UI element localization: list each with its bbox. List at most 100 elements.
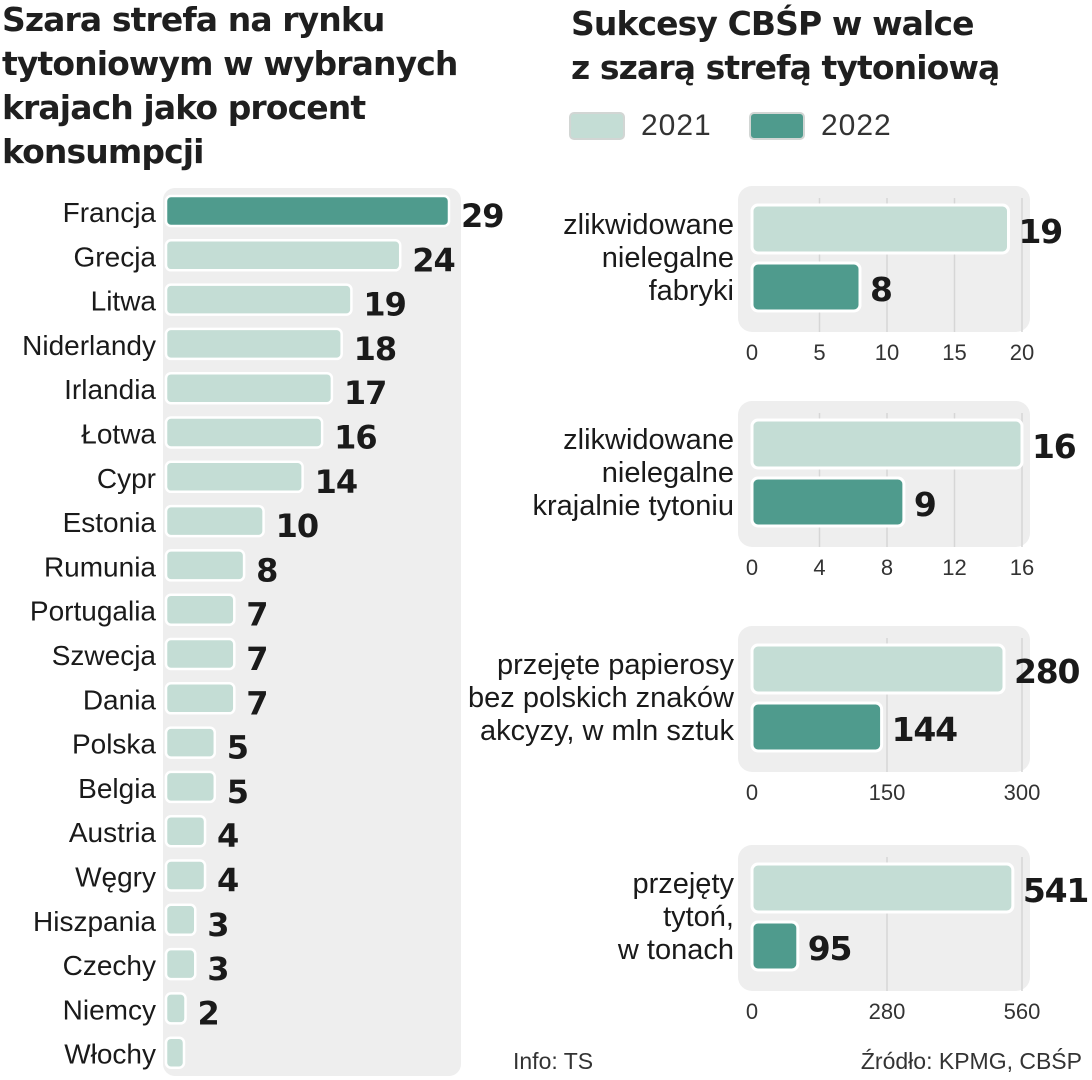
country-label-niemcy: Niemcy [63, 994, 156, 1025]
country-chart-panel [163, 188, 461, 1076]
panel-factories-label: zlikwidowane nielegalne fabryki [563, 209, 734, 307]
country-value-belgia: 5 [227, 773, 248, 811]
panel-factories: 0 5 10 15 20 zlikwidowane nielegalne fabryki 19 8 [563, 186, 1063, 365]
country-value-portugalia: 7 [246, 596, 267, 634]
country-label-austria: Austria [69, 817, 157, 848]
country-bar-francja [164, 194, 451, 228]
panel-cutting-plants-bar-2021 [750, 418, 1024, 470]
country-label-francja: Francja [63, 197, 157, 228]
country-value-szwecja: 7 [246, 640, 267, 678]
country-bar-cypr [164, 460, 304, 494]
country-value-czechy: 3 [207, 950, 228, 988]
panel-tobacco-bar-2022 [750, 920, 800, 972]
panel-cigarettes-tick-label: 150 [869, 780, 906, 805]
country-chart: Francja 29 Grecja 2 4 Litwa 19 Niderlandy 18 Irla… [22, 188, 505, 1076]
panel-cutting-plants-tick-label: 16 [1010, 555, 1034, 580]
source-credit: Źródło: KPMG, CBŚP [860, 1048, 1082, 1074]
country-value-litwa: 19 [363, 286, 406, 324]
info-credit: Info: TS [513, 1048, 594, 1074]
country-value-francja: 29 [461, 197, 504, 235]
panel-factories-value-2022: 8 [870, 270, 892, 309]
country-value-niemcy: 2 [198, 994, 219, 1032]
panel-cigarettes-value-2022: 144 [892, 710, 958, 749]
legend-label-2022: 2022 [821, 109, 892, 142]
country-label-wegry: Węgry [75, 862, 156, 893]
country-value-lotwa: 16 [334, 419, 377, 457]
country-label-dania: Dania [83, 684, 157, 715]
country-value-austria: 4 [217, 817, 238, 855]
country-label-estonia: Estonia [63, 507, 157, 538]
panel-tobacco-tick-label: 0 [746, 999, 758, 1024]
panel-cigarettes-value-2021: 280 [1014, 652, 1080, 691]
country-value-rumunia: 8 [256, 551, 277, 589]
panel-factories-value-2021: 19 [1019, 212, 1063, 251]
country-label-polska: Polska [72, 729, 156, 760]
panel-factories-tick-label: 5 [813, 340, 825, 365]
country-value-hiszpania: 3 [207, 906, 228, 944]
panel-tobacco-label: przejęty tytoń, w tonach [617, 868, 735, 966]
panel-tobacco-tick-label: 280 [869, 999, 906, 1024]
country-label-grecja: Grecja [74, 241, 157, 272]
right-chart-title: Sukcesy CBŚP w walce z szarą strefą tyto… [571, 4, 1000, 87]
country-bar-szwecja [164, 637, 236, 671]
country-value-dania: 7 [246, 684, 267, 722]
country-bar-belgia [164, 770, 217, 804]
country-bar-dania [164, 682, 236, 715]
panel-factories-tick-label: 0 [746, 340, 758, 365]
panel-factories-tick-label: 15 [942, 340, 966, 365]
panel-factories-tick-label: 10 [875, 340, 899, 365]
country-bar-rumunia [164, 549, 246, 582]
country-label-belgia: Belgia [78, 773, 156, 804]
country-label-czechy: Czechy [63, 950, 156, 981]
panel-cutting-plants: 0 4 8 12 16 zlikwidowane nielegalne krajalnie t… [533, 401, 1077, 580]
country-label-litwa: Litwa [91, 286, 157, 317]
country-bar-lotwa [164, 416, 324, 449]
country-label-cypr: Cypr [97, 463, 156, 494]
country-bar-niderlandy [164, 327, 343, 361]
legend-swatch-2021 [569, 112, 625, 140]
country-bar-austria [164, 814, 207, 848]
country-bar-grecja [164, 239, 402, 272]
country-bar-wlochy [164, 1036, 186, 1069]
country-label-portugalia: Portugalia [30, 596, 157, 627]
country-value-polska: 5 [227, 729, 248, 767]
panel-factories-tick-label: 20 [1010, 340, 1034, 365]
panel-cutting-plants-tick-label: 0 [746, 555, 758, 580]
panel-cutting-plants-tick-label: 4 [813, 555, 825, 580]
country-label-lotwa: Łotwa [81, 419, 156, 450]
panel-cigarettes-label: przejęte papierosy bez polskich znaków akc… [468, 649, 735, 747]
country-label-niderlandy: Niderlandy [22, 330, 156, 361]
panel-cutting-plants-value-2021: 16 [1032, 427, 1076, 466]
country-label-rumunia: Rumunia [44, 551, 156, 582]
panel-cigarettes-tick-label: 0 [746, 780, 758, 805]
left-chart-title: Szara strefa na rynku tytoniowym w wybra… [2, 0, 458, 171]
country-bar-irlandia [164, 371, 334, 405]
country-bar-niemcy [164, 992, 187, 1025]
panel-cutting-plants-tick-label: 12 [942, 555, 966, 580]
country-label-wlochy: Włochy [64, 1039, 156, 1070]
panel-tobacco: 0 280 560 przejęty tytoń, w tonach 541 95 [617, 845, 1089, 1024]
country-value-niderlandy: 18 [354, 330, 397, 368]
country-label-irlandia: Irlandia [64, 374, 156, 405]
legend-label-2021: 2021 [641, 109, 712, 142]
panel-cigarettes: 0 150 300 przejęte papierosy bez polskich zn… [468, 626, 1081, 805]
country-bar-czechy [164, 947, 197, 981]
country-value-estonia: 10 [276, 507, 319, 545]
panel-factories-bar-2022 [750, 261, 862, 313]
panel-factories-bar-2021 [750, 203, 1010, 255]
panel-cutting-plants-tick-label: 8 [881, 555, 893, 580]
legend-swatch-2022 [749, 112, 805, 140]
panel-cutting-plants-value-2022: 9 [914, 485, 936, 524]
country-bar-portugalia [164, 593, 236, 626]
panel-tobacco-value-2021: 541 [1023, 871, 1088, 910]
panel-cutting-plants-label: zlikwidowane nielegalne krajalnie tytoniu [533, 424, 735, 522]
country-bar-polska [164, 726, 217, 759]
country-bar-estonia [164, 504, 265, 538]
country-value-wegry: 4 [217, 862, 238, 900]
country-value-irlandia: 17 [344, 374, 387, 412]
country-label-szwecja: Szwecja [52, 640, 157, 671]
panel-cutting-plants-bar-2022 [750, 476, 906, 528]
panel-tobacco-value-2022: 95 [808, 929, 852, 968]
country-bar-hiszpania [164, 903, 197, 937]
